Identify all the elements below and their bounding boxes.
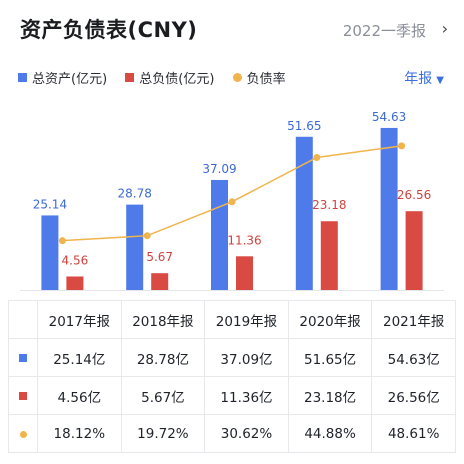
- bar-liabilities: [405, 211, 423, 290]
- balance-sheet-chart: 25.14 4.56 28.78 5.67 37.09 11.36 51.65 23.18 54…: [20, 110, 444, 291]
- table-cell: 30.62%: [204, 414, 289, 453]
- data-label-liabilities: 5.67: [146, 250, 173, 264]
- table-cell: 54.63亿: [371, 338, 456, 377]
- data-label-liabilities: 11.36: [227, 233, 261, 247]
- ratio-point: [58, 237, 66, 245]
- ratio-point: [143, 232, 151, 240]
- ratio-point: [313, 153, 321, 161]
- legend-label-ratio: 负债率: [246, 72, 286, 87]
- data-label-assets: 51.65: [287, 119, 321, 133]
- ratio-line: [62, 145, 402, 242]
- data-table: 2017年报 2018年报 2019年报 2020年报 2021年报 25.14…: [8, 300, 456, 453]
- data-label-liabilities: 26.56: [397, 188, 431, 202]
- bar-assets: [211, 179, 228, 290]
- data-label-assets: 37.09: [202, 162, 236, 176]
- table-cell: 28.78亿: [120, 338, 206, 377]
- legend-item-assets[interactable]: 总资产(亿元): [18, 68, 107, 87]
- row-swatch-liabilities: [19, 391, 27, 400]
- ratio-point: [228, 198, 236, 206]
- chart-legend: 总资产(亿元) 总负债(亿元) 负债率: [18, 68, 300, 88]
- page-title: 资产负债表(CNY): [20, 18, 198, 42]
- table-cell: 11.36亿: [204, 376, 289, 415]
- table-header: 2021年报: [371, 300, 456, 339]
- data-label-assets: 25.14: [33, 197, 67, 211]
- table-header: 2017年报: [37, 300, 122, 339]
- row-key-assets: [8, 338, 38, 377]
- header: 资产负债表(CNY) 2022一季报 ›: [0, 0, 464, 56]
- data-label-liabilities: 4.56: [62, 253, 89, 267]
- row-key-liabilities: [8, 376, 38, 415]
- table-cell: 48.61%: [371, 414, 456, 453]
- table-cell: 5.67亿: [120, 376, 206, 415]
- table-cell: 25.14亿: [37, 338, 122, 377]
- legend-label-assets: 总资产(亿元): [32, 72, 108, 87]
- bar-assets: [41, 215, 59, 290]
- table-cell: 44.88%: [287, 414, 373, 453]
- table-header: 2019年报: [204, 300, 289, 339]
- bar-liabilities: [151, 273, 169, 290]
- row-key-ratio: [8, 414, 38, 453]
- period-dropdown[interactable]: 年报 ▼: [404, 68, 444, 88]
- table-row-ratio: 18.12% 19.72% 30.62% 44.88% 48.61%: [8, 414, 456, 453]
- table-cell: 4.56亿: [37, 376, 122, 415]
- table-header: 2018年报: [120, 300, 206, 339]
- legend-item-liabilities[interactable]: 总负债(亿元): [125, 68, 214, 87]
- legend-swatch-liabilities: [125, 73, 135, 82]
- legend-swatch-ratio: [232, 73, 242, 82]
- legend-item-ratio[interactable]: 负债率: [232, 68, 286, 87]
- bar-assets: [295, 136, 313, 290]
- bar-assets: [380, 127, 398, 290]
- data-label-assets: 28.78: [118, 187, 152, 201]
- bar-liabilities: [236, 256, 253, 290]
- data-label-liabilities: 23.18: [312, 198, 346, 212]
- table-cell: 51.65亿: [287, 338, 373, 377]
- legend-label-liabilities: 总负债(亿元): [139, 72, 215, 87]
- table-cell: 26.56亿: [371, 376, 456, 415]
- period-dropdown-label: 年报: [404, 71, 433, 87]
- table-row-liabilities: 4.56亿 5.67亿 11.36亿 23.18亿 26.56亿: [8, 376, 456, 415]
- table-cell: 23.18亿: [287, 376, 373, 415]
- bar-liabilities: [320, 221, 338, 290]
- table-cell: 37.09亿: [204, 338, 289, 377]
- bar-assets: [126, 204, 144, 290]
- table-header: 2020年报: [287, 300, 373, 339]
- table-cell: 18.12%: [37, 414, 122, 453]
- table-cell: 19.72%: [120, 414, 206, 453]
- row-swatch-assets: [19, 353, 27, 362]
- data-label-assets: 54.63: [372, 110, 406, 124]
- legend-swatch-assets: [18, 73, 27, 82]
- report-period[interactable]: 2022一季报: [342, 22, 426, 40]
- table-corner-cell: [8, 300, 38, 339]
- table-header-row: 2017年报 2018年报 2019年报 2020年报 2021年报: [8, 300, 456, 339]
- table-row-assets: 25.14亿 28.78亿 37.09亿 51.65亿 54.63亿: [8, 338, 456, 377]
- ratio-point: [398, 142, 406, 150]
- bar-liabilities: [66, 276, 84, 290]
- row-swatch-ratio: [19, 430, 27, 438]
- caret-down-icon: ▼: [436, 75, 444, 86]
- chevron-right-icon[interactable]: ›: [441, 19, 448, 38]
